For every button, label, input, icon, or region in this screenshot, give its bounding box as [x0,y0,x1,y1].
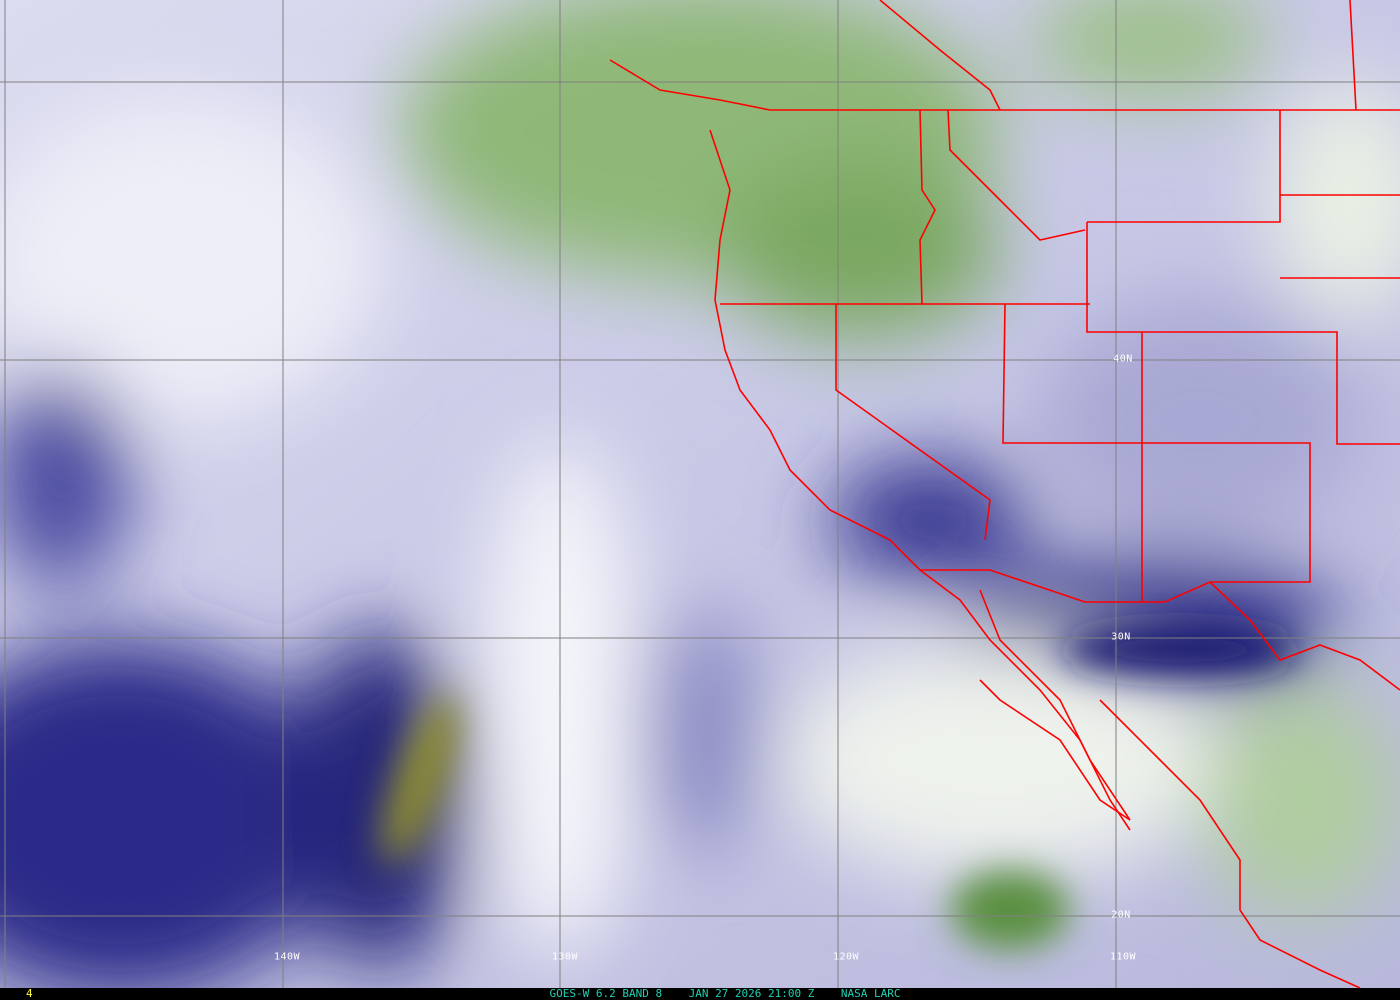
frame-number: 4 [26,987,33,1000]
political-borders [609,0,1400,988]
image-caption: GOES-W 6.2 BAND 8 JAN 27 2026 21:00 Z NA… [549,987,901,1000]
longitude-label: 120W [832,951,860,963]
latitude-label: 40N [1113,353,1133,365]
longitude-label: 140W [273,951,301,963]
latitude-label: 30N [1111,631,1131,643]
longitude-label: 130W [551,951,579,963]
latitude-label: 20N [1111,909,1131,921]
longitude-label: 110W [1109,951,1137,963]
caption-bar: 4 GOES-W 6.2 BAND 8 JAN 27 2026 21:00 Z … [0,988,1400,1000]
